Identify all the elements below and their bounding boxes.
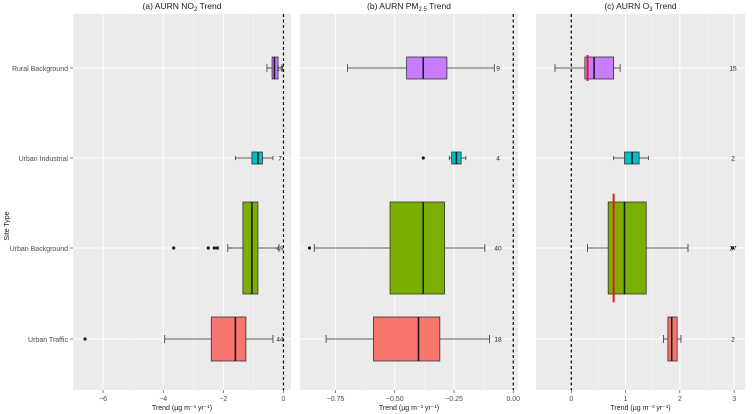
count-label-urban-industrial: 7 [278,156,282,163]
count-label-urban-background: 40 [494,246,502,253]
box-urban-traffic [667,316,678,362]
outlier-point-urban-industrial [421,156,425,160]
y-axis-label: Site Type [4,211,11,240]
x-tick-label: 2 [678,396,682,403]
outlier-point-urban-background [206,246,210,250]
outlier-point-urban-background [215,246,219,250]
panel-no2: (a) AURN NO2 Trend −6 −4 −2 0 Trend (µg m⁻³ y… [70,1,291,412]
x-tick-label: 0.00 [506,396,520,403]
box-urban-traffic [373,316,441,362]
count-label-rural-background: 13 [276,66,284,73]
count-label-urban-industrial: 4 [496,156,500,163]
panel-o3: (c) AURN O3 Trend 0 1 2 3 Trend (µg m⁻³ yr⁻¹)… [536,1,745,412]
panel-title: (a) AURN NO2 Trend [143,1,222,13]
box-urban-background [389,201,445,295]
x-axis-label: Trend (µg m⁻³ yr⁻¹) [152,405,212,412]
count-label-urban-background: 49 [276,246,284,253]
x-tick-label: −0.25 [445,396,463,403]
x-tick-label: 1 [624,396,628,403]
count-label-rural-background: 15 [729,66,737,73]
panel-title: (c) AURN O3 Trend [604,1,677,13]
outlier-point-urban-background [172,246,176,250]
x-tick-label: −2 [219,396,227,403]
box-rural-background [584,56,615,80]
x-tick-label: −6 [99,396,107,403]
x-tick-label: 0 [569,396,573,403]
x-axis-label: Trend (µg m⁻³ yr⁻¹) [610,405,670,412]
box-urban-background [242,201,259,295]
count-label-rural-background: 9 [496,66,500,73]
x-tick-label: −4 [159,396,167,403]
panel-title: (b) AURN PM2.5 Trend [367,1,451,13]
site-type-label-urban-background: Urban Background [10,246,68,253]
count-label-urban-traffic: 44 [276,337,284,344]
count-label-urban-industrial: 2 [731,156,735,163]
outlier-point-urban-background [730,246,735,250]
box-urban-traffic [210,316,247,362]
panel-pm25: (b) AURN PM2.5 Trend −0.75 −0.50 −0.25 0.00 T… [300,1,520,412]
site-type-label-urban-industrial: Urban Industrial [19,156,69,163]
site-type-label-rural-background: Rural Background [12,66,68,73]
site-type-label-urban-traffic: Urban Traffic [28,337,68,344]
box-rural-background [406,56,448,80]
outlier-point-urban-background [307,246,312,250]
count-label-urban-traffic: 18 [494,337,502,344]
outlier-point-urban-traffic [83,337,87,341]
x-tick-label: −0.75 [327,396,345,403]
x-tick-label: 0 [282,396,286,403]
x-tick-label: 3 [732,396,736,403]
x-tick-label: −0.50 [386,396,404,403]
count-label-urban-traffic: 2 [731,337,735,344]
count-label-urban-background: 37 [729,246,737,253]
x-axis-label: Trend (µg m⁻³ yr⁻¹) [379,405,439,412]
outlier-point-urban-background [212,246,216,250]
